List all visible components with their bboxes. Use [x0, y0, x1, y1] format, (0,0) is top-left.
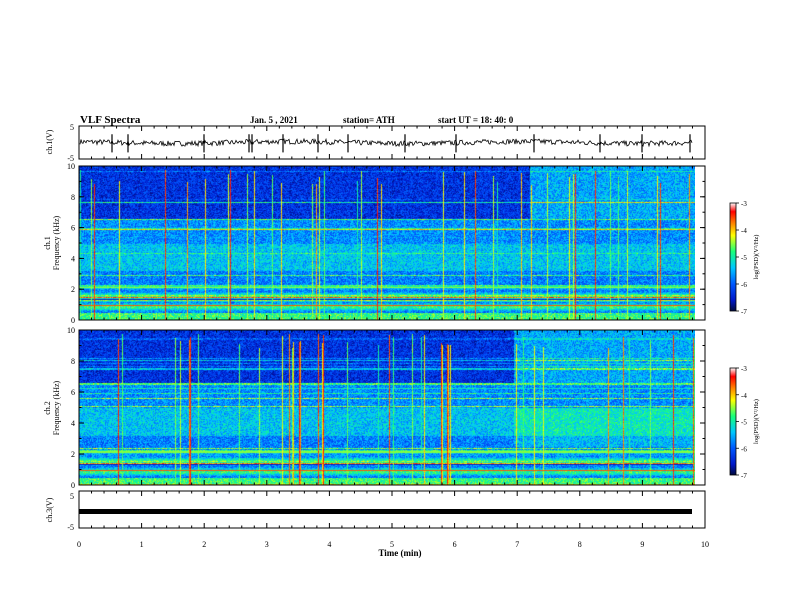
colorbar-tick-label: -5 [741, 419, 747, 427]
colorbar-tick-label: -6 [741, 445, 747, 453]
ch1-colorbar-label: log(PSD)(V²/Hz) [753, 235, 760, 280]
time-tick-label: 5 [390, 540, 394, 549]
time-tick-label: 8 [578, 540, 582, 549]
ch1-ytick-top: 5 [70, 123, 74, 132]
ch1-waveform-spikes [111, 134, 691, 153]
ch1-waveform-trace [79, 137, 693, 148]
time-tick-label: 2 [202, 540, 206, 549]
time-tick-label: 3 [265, 540, 269, 549]
ch3-ytick-bottom: -5 [67, 523, 74, 532]
freq-tick-label: 10 [67, 326, 75, 335]
time-tick-label: 9 [640, 540, 644, 549]
ch3-waveform-trace [79, 509, 692, 514]
ch1-colorbar: -3 -4 -5 -6 -7 log(PSD)(V²/Hz) [729, 200, 760, 316]
freq-tick-label: 0 [71, 481, 75, 490]
colorbar-tick-label: -7 [741, 308, 747, 316]
ch3-waveform-ylabel: ch.3(V) [45, 497, 54, 522]
freq-tick-label: 4 [71, 254, 75, 263]
station-label: station= ATH [343, 115, 395, 125]
colorbar-tick-label: -4 [741, 392, 747, 400]
ch1-waveform-panel: 5 -5 ch.1(V) [45, 123, 706, 163]
ch2-colorbar-label: log(PSD)(V²/Hz) [753, 399, 760, 444]
ch2-colorbar-scale [729, 367, 737, 476]
freq-tick-label: 8 [71, 193, 75, 202]
time-tick-label: 10 [701, 540, 709, 549]
start-time-label: start UT = 18: 40: 0 [438, 115, 514, 125]
freq-tick-label: 0 [71, 316, 75, 325]
freq-tick-label: 2 [71, 450, 75, 459]
ch2-spectrogram-panel: 0 2 4 6 8 10 ch.2 Frequency (kHz) [43, 326, 706, 490]
time-axis-tick-labels: 0 1 2 3 4 5 6 7 8 9 10 [77, 540, 709, 549]
colorbar-tick-label: -3 [741, 365, 747, 373]
time-axis-label: Time (min) [378, 548, 421, 558]
colorbar-tick-label: -5 [741, 254, 747, 262]
colorbar-tick-label: -6 [741, 281, 747, 289]
freq-tick-label: 2 [71, 285, 75, 294]
time-tick-label: 7 [515, 540, 519, 549]
ch2-spectrogram-ylabel-frequency: Frequency (kHz) [52, 380, 61, 435]
colorbar-tick-label: -7 [741, 472, 747, 480]
ch3-waveform-panel: 5 -5 ch.3(V) [45, 490, 706, 532]
time-axis-ticks [78, 126, 706, 528]
ch1-spectrogram-yticks: 0 2 4 6 8 10 [67, 162, 705, 325]
colorbar-tick-label: -3 [741, 200, 747, 208]
time-tick-label: 6 [453, 540, 457, 549]
ch1-ytick-bottom: -5 [67, 154, 74, 163]
ch1-spectrogram-ylabel-channel: ch.1 [43, 236, 52, 250]
ch3-ytick-top: 5 [70, 492, 74, 501]
ch2-spectrogram-area [79, 330, 695, 485]
ch1-waveform-ylabel: ch.1(V) [45, 129, 54, 154]
ch2-colorbar: -3 -4 -5 -6 -7 log(PSD)(V²/Hz) [729, 365, 760, 480]
freq-tick-label: 6 [71, 388, 75, 397]
freq-tick-label: 10 [67, 162, 75, 171]
colorbar-tick-label: -4 [741, 227, 747, 235]
ch1-spectrogram-ylabel-frequency: Frequency (kHz) [52, 215, 61, 270]
freq-tick-label: 4 [71, 419, 75, 428]
ch2-spectrogram-canvas [79, 330, 695, 485]
ch2-spectrogram-yticks: 0 2 4 6 8 10 [67, 326, 705, 490]
time-tick-label: 0 [77, 540, 81, 549]
ch1-spectrogram-panel: 0 2 4 6 8 10 ch.1 Frequency (kHz) [43, 162, 706, 325]
ch2-spectrogram-ylabel-channel: ch.2 [43, 401, 52, 415]
freq-tick-label: 6 [71, 224, 75, 233]
figure-title: VLF Spectra [80, 114, 141, 126]
ch1-colorbar-scale [729, 202, 737, 312]
ch1-spectrogram-area [79, 166, 695, 320]
freq-tick-label: 8 [71, 357, 75, 366]
time-tick-label: 4 [327, 540, 331, 549]
date-label: Jan. 5 , 2021 [250, 115, 298, 125]
time-tick-label: 1 [140, 540, 144, 549]
ch1-spectrogram-canvas [79, 166, 695, 320]
